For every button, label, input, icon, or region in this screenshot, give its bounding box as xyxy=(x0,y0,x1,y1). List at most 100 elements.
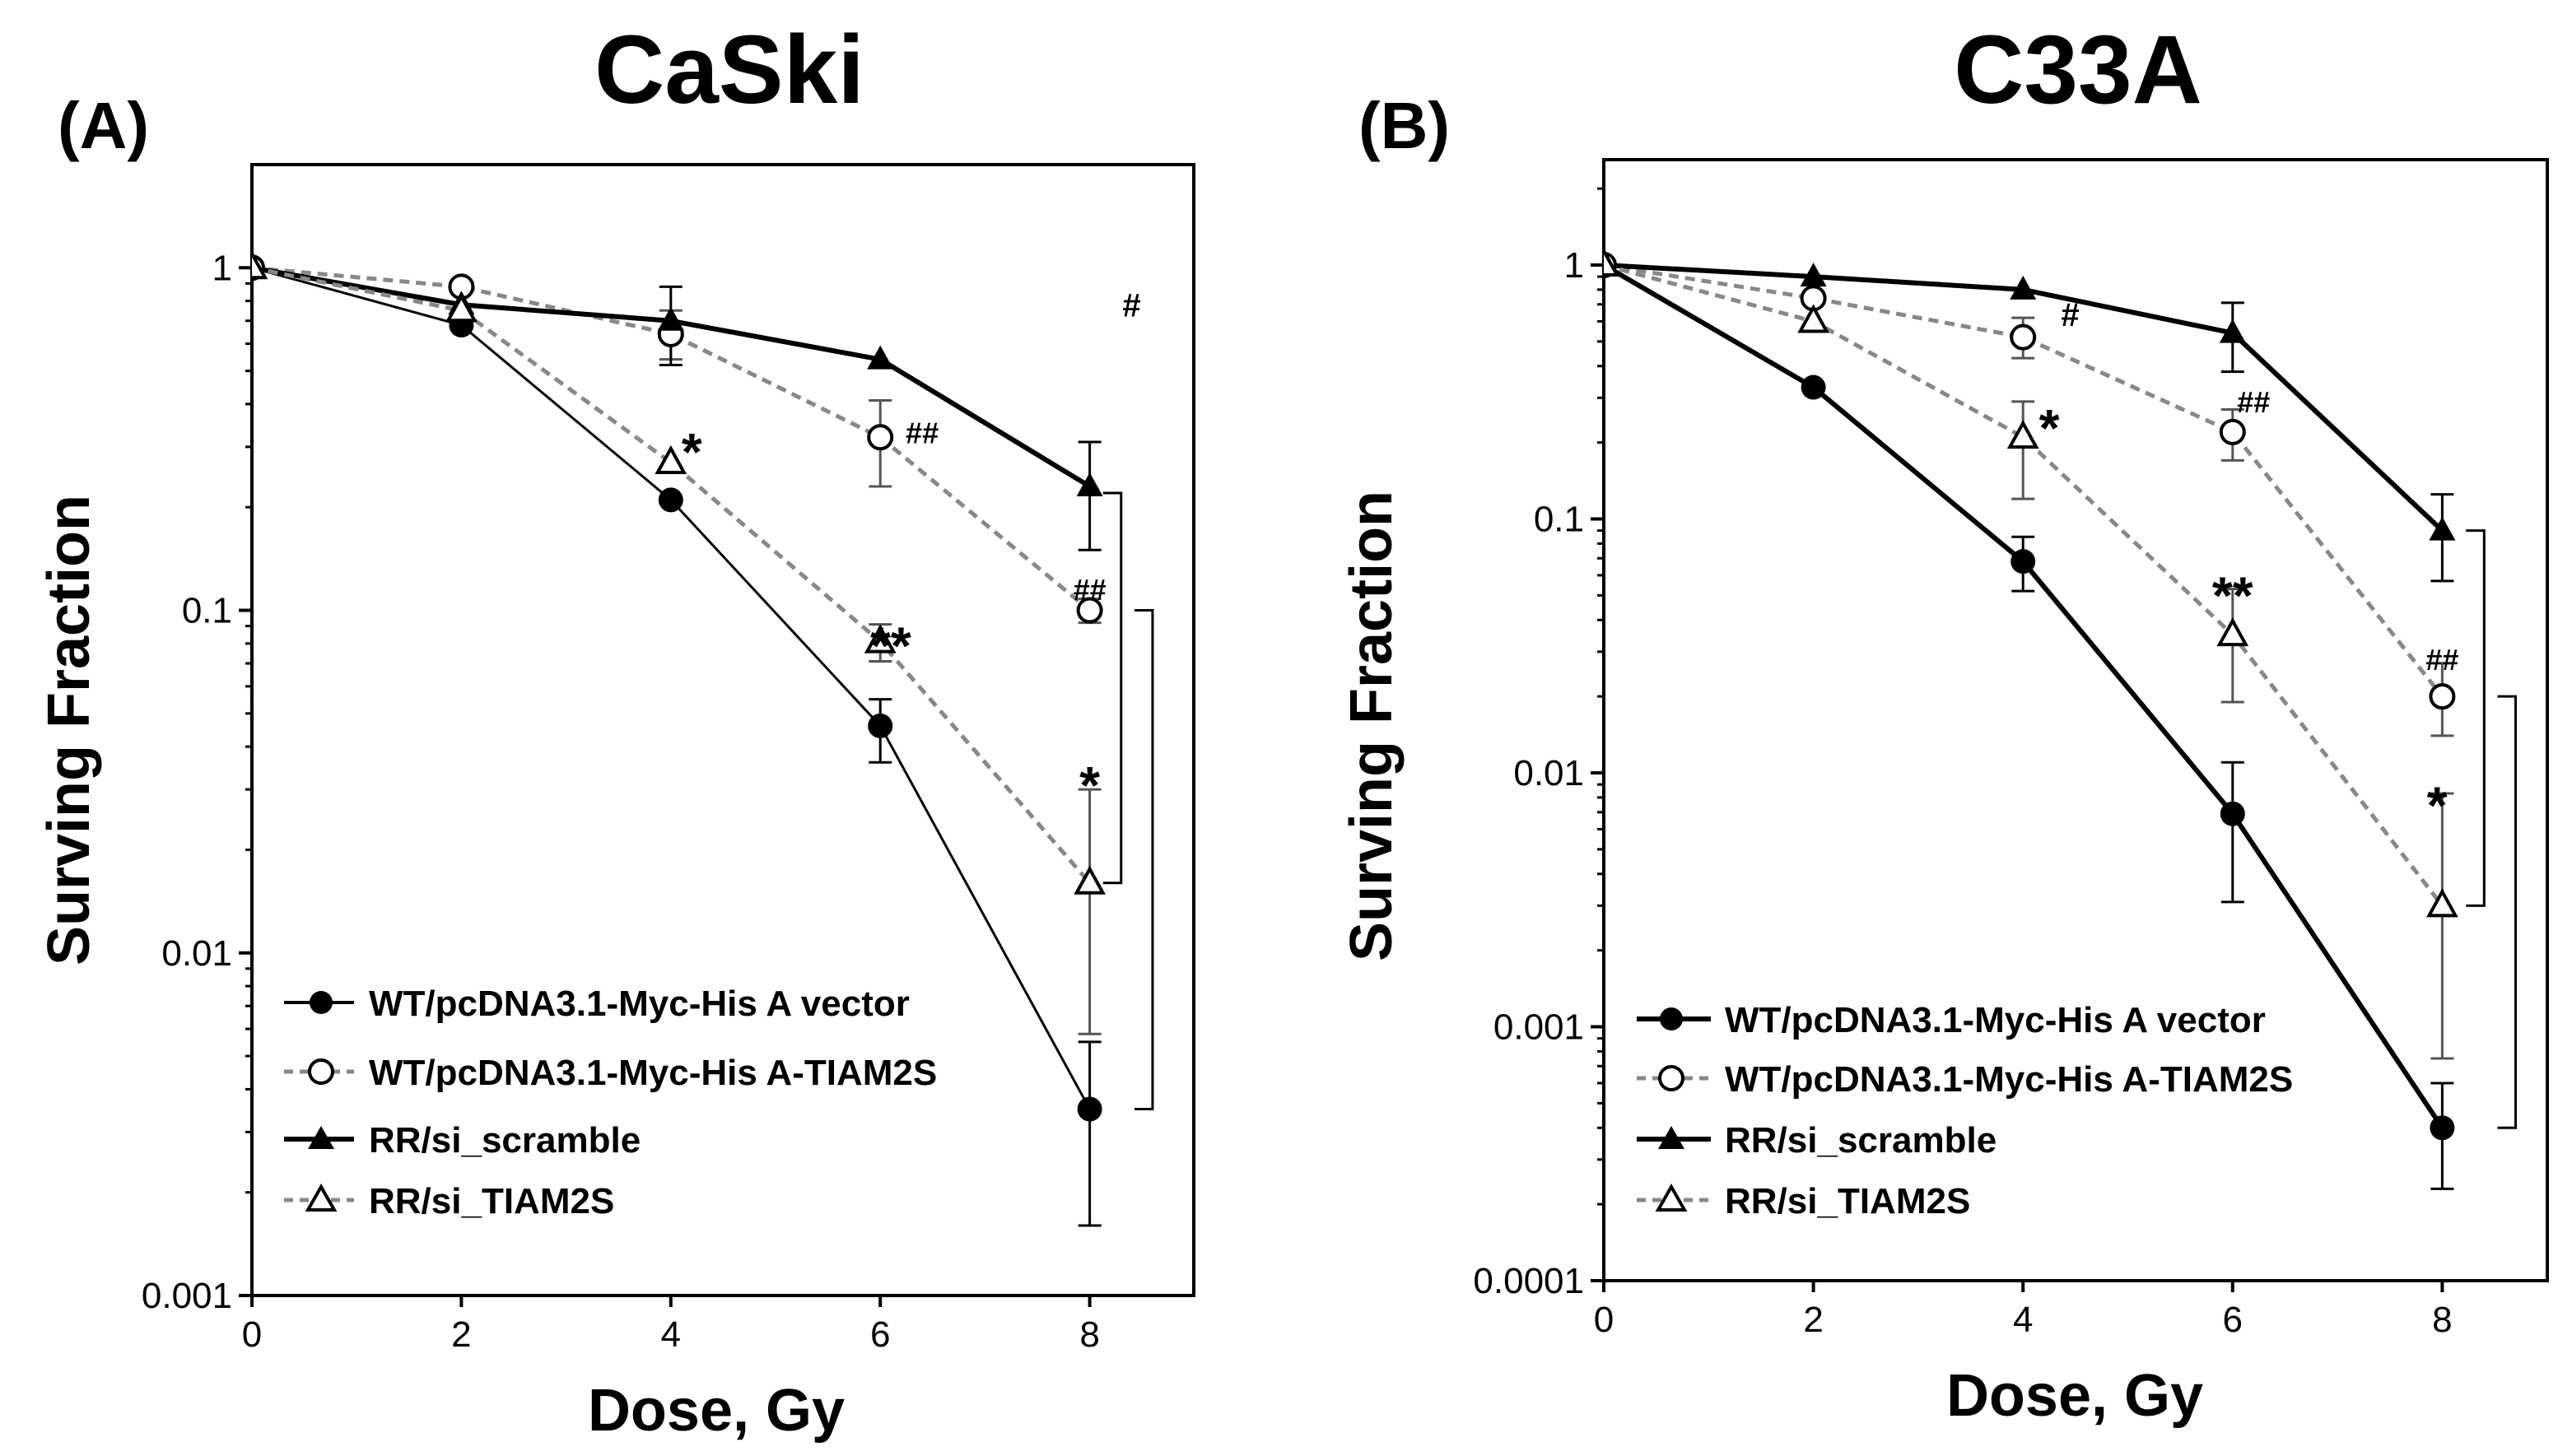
panel-b-x-axis-label: Dose, Gy xyxy=(1946,1363,2203,1429)
legend-marker-filled-triangle xyxy=(308,1126,334,1149)
panel-b: (B) C33A Surving Fraction Dose, Gy 0 2 4 6 8… xyxy=(1339,16,2549,1429)
x-tick-label: 6 xyxy=(870,1314,890,1355)
significance-annotation: ## xyxy=(1074,573,1107,607)
panel-a-brackets xyxy=(1102,491,1154,1111)
y-tick-label: 1 xyxy=(1564,245,1584,286)
y-tick-label: 0.1 xyxy=(1534,500,1584,540)
series-line xyxy=(1604,263,2444,698)
panel-a-annotations: # * ## ** ## * xyxy=(682,288,1141,816)
data-point-open-triangle xyxy=(252,250,268,280)
significance-annotation: ** xyxy=(870,616,911,675)
x-tick-label: 0 xyxy=(242,1314,262,1355)
panel-a-x-axis-label: Dose, Gy xyxy=(588,1378,845,1444)
y-tick-label: 0.1 xyxy=(182,591,232,631)
data-point-filled-circle xyxy=(2430,1115,2455,1141)
data-point-open-triangle xyxy=(864,624,897,654)
panel-b-series xyxy=(1604,247,2458,1190)
panel-b-title: C33A xyxy=(1954,16,2202,124)
data-point-filled-triangle xyxy=(2219,319,2246,343)
data-point-filled-circle xyxy=(1801,374,1826,400)
data-point-open-triangle xyxy=(445,293,478,323)
y-tick-label: 0.01 xyxy=(1513,753,1584,793)
panel-b-plot-frame xyxy=(1602,158,2549,1282)
y-tick-label: 0.01 xyxy=(161,933,232,974)
data-point-filled-circle xyxy=(868,713,893,738)
data-point-filled-triangle xyxy=(1800,263,1827,287)
significance-annotation: ## xyxy=(906,416,939,450)
panel-a-legend-item-1: WT/pcDNA3.1-Myc-His A vector xyxy=(284,984,910,1024)
panel-a-legend-label-1: WT/pcDNA3.1-Myc-His A vector xyxy=(369,984,910,1024)
panel-a-legend-item-2: WT/pcDNA3.1-Myc-His A-TIAM2S xyxy=(284,1053,937,1093)
data-point-filled-triangle xyxy=(2010,275,2037,300)
panel-a-series xyxy=(252,250,1106,1227)
legend-marker-open-triangle xyxy=(305,1183,338,1212)
data-point-open-triangle xyxy=(2426,888,2458,918)
panel-a-legend-label-4: RR/si_TIAM2S xyxy=(369,1181,614,1221)
panel-b-legend-item-3: RR/si_scramble xyxy=(1637,1120,1997,1161)
data-point-open-circle xyxy=(2219,418,2246,445)
data-point-filled-triangle xyxy=(867,345,894,370)
x-tick-label: 4 xyxy=(2013,1300,2033,1340)
panel-b-legend-label-3: RR/si_scramble xyxy=(1725,1120,1997,1161)
significance-annotation: * xyxy=(2039,398,2060,458)
significance-annotation: * xyxy=(1079,756,1100,815)
legend-marker-open-triangle xyxy=(1655,1183,1688,1212)
panel-a-y-axis-label: Surving Fraction xyxy=(36,495,102,965)
panel-a-legend-item-3: RR/si_scramble xyxy=(284,1120,641,1161)
panel-b-brackets xyxy=(2466,529,2518,1129)
panel-b-legend-item-1: WT/pcDNA3.1-Myc-His A vector xyxy=(1637,1000,2266,1040)
x-tick-label: 4 xyxy=(661,1314,681,1355)
panel-b-legend-label-2: WT/pcDNA3.1-Myc-His A-TIAM2S xyxy=(1725,1059,2293,1100)
panel-a: (A) CaSki Surving Fraction Dose, Gy 0 2 4 6… xyxy=(36,16,1195,1444)
panel-a-label: (A) xyxy=(58,89,149,162)
data-point-filled-circle xyxy=(1077,1096,1102,1122)
data-point-filled-circle xyxy=(658,487,683,513)
significance-bracket xyxy=(1134,609,1154,1111)
panel-b-y-axis-label: Surving Fraction xyxy=(1339,491,1405,961)
significance-annotation: # xyxy=(1122,288,1140,324)
panel-b-label: (B) xyxy=(1358,89,1450,162)
data-point-open-triangle xyxy=(1797,304,1829,333)
legend-marker-filled-circle xyxy=(1660,1007,1683,1030)
x-tick-label: 2 xyxy=(451,1314,471,1355)
legend-marker-open-circle xyxy=(1658,1065,1684,1091)
panel-a-legend-item-4: RR/si_TIAM2S xyxy=(284,1181,614,1221)
significance-annotation: ## xyxy=(2425,643,2458,677)
panel-a-plot-frame xyxy=(250,163,1195,1297)
data-point-open-triangle xyxy=(1074,865,1106,895)
y-tick-label: 1 xyxy=(212,248,232,288)
x-tick-label: 8 xyxy=(2432,1300,2452,1340)
panel-a-legend: WT/pcDNA3.1-Myc-His A vector WT/pcDNA3.1… xyxy=(284,984,937,1221)
significance-annotation: * xyxy=(682,422,702,481)
x-tick-label: 8 xyxy=(1079,1314,1099,1355)
series-line xyxy=(1604,263,2444,907)
legend-marker-filled-triangle xyxy=(1658,1126,1684,1149)
legend-marker-filled-circle xyxy=(310,991,333,1014)
data-point-filled-triangle xyxy=(2429,516,2456,541)
data-point-open-triangle xyxy=(2216,617,2249,647)
data-point-open-circle xyxy=(1076,597,1103,624)
data-point-filled-triangle xyxy=(1076,472,1103,496)
significance-annotation: * xyxy=(2427,775,2448,835)
significance-annotation: ** xyxy=(2212,566,2253,626)
x-tick-label: 6 xyxy=(2223,1300,2243,1340)
significance-bracket xyxy=(2497,695,2518,1129)
data-point-filled-circle xyxy=(2220,801,2245,826)
panel-b-legend-label-4: RR/si_TIAM2S xyxy=(1725,1181,1970,1221)
panel-b-legend: WT/pcDNA3.1-Myc-His A vector WT/pcDNA3.1… xyxy=(1637,1000,2293,1221)
data-point-open-triangle xyxy=(1604,247,1620,277)
panel-b-legend-item-4: RR/si_TIAM2S xyxy=(1637,1181,1970,1221)
panel-b-legend-item-2: WT/pcDNA3.1-Myc-His A-TIAM2S xyxy=(1637,1059,2293,1100)
panel-b-annotations: # * ## ** ## * xyxy=(2039,297,2459,835)
significance-bracket xyxy=(2466,529,2486,907)
significance-annotation: # xyxy=(2061,297,2079,333)
data-point-open-triangle xyxy=(655,444,687,474)
data-point-filled-circle xyxy=(2011,549,2036,574)
x-tick-label: 2 xyxy=(1803,1300,1823,1340)
y-tick-label: 0.0001 xyxy=(1473,1261,1584,1301)
panel-b-legend-label-1: WT/pcDNA3.1-Myc-His A vector xyxy=(1725,1000,2266,1040)
y-tick-label: 0.001 xyxy=(1493,1007,1584,1048)
data-point-open-circle xyxy=(2010,323,2037,351)
